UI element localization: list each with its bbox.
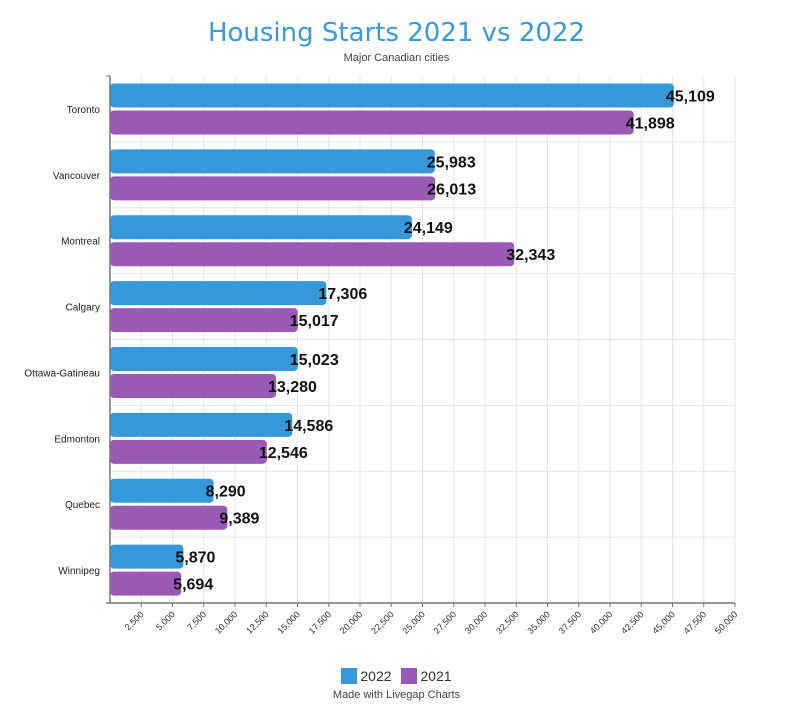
value-label: 41,898 bbox=[626, 115, 675, 132]
x-tick-label: 45,000 bbox=[650, 609, 677, 636]
x-tick-label: 27,500 bbox=[432, 609, 459, 636]
category-label: Edmonton bbox=[54, 434, 100, 445]
bar-2021-winnipeg bbox=[110, 571, 182, 596]
x-tick-label: 30,000 bbox=[463, 609, 490, 636]
value-label: 15,023 bbox=[290, 352, 339, 369]
value-label: 5,694 bbox=[173, 577, 213, 594]
legend-swatch-2022 bbox=[341, 668, 358, 684]
bar-2022-montreal bbox=[110, 215, 412, 240]
chart-title: Housing Starts 2021 vs 2022 bbox=[207, 18, 586, 48]
bar-2021-vancouver bbox=[110, 176, 436, 201]
x-tick-label: 7,500 bbox=[185, 609, 208, 632]
legend-label-2022: 2022 bbox=[360, 668, 392, 684]
value-label: 9,389 bbox=[219, 511, 259, 528]
category-label: Ottawa-Gatineau bbox=[24, 368, 100, 379]
x-tick-label: 32,500 bbox=[494, 609, 521, 636]
bar-2022-toronto bbox=[110, 83, 674, 108]
value-label: 17,306 bbox=[318, 286, 367, 303]
bar-2021-ottawa-gatineau bbox=[110, 373, 276, 398]
x-tick-label: 5,000 bbox=[154, 609, 177, 632]
value-label: 5,870 bbox=[175, 550, 215, 567]
category-label: Calgary bbox=[66, 303, 100, 314]
bar-2021-quebec bbox=[110, 505, 228, 530]
bar-2022-winnipeg bbox=[110, 544, 184, 569]
x-tick-label: 17,500 bbox=[307, 609, 334, 636]
value-label: 32,343 bbox=[506, 247, 555, 264]
category-label: Montreal bbox=[61, 237, 100, 248]
x-tick-label: 37,500 bbox=[557, 609, 584, 636]
x-tick-label: 42,500 bbox=[619, 609, 646, 636]
value-label: 25,983 bbox=[427, 154, 476, 171]
x-tick-label: 35,000 bbox=[525, 609, 552, 636]
bar-2021-calgary bbox=[110, 308, 298, 333]
value-label: 13,280 bbox=[268, 379, 317, 396]
axis-layer bbox=[106, 75, 736, 607]
value-label: 14,586 bbox=[284, 418, 333, 435]
category-label: Quebec bbox=[65, 500, 100, 511]
x-tick-label: 25,000 bbox=[400, 609, 427, 636]
credit-text: Made with Livegap Charts bbox=[332, 689, 461, 701]
chart-subtitle: Major Canadian cities bbox=[343, 52, 450, 64]
x-tick-label: 22,500 bbox=[369, 609, 396, 636]
value-label: 15,017 bbox=[290, 313, 339, 330]
x-tick-label: 20,000 bbox=[338, 609, 365, 636]
value-label: 45,109 bbox=[666, 88, 715, 105]
legend-label-2021: 2021 bbox=[420, 668, 452, 684]
value-label: 24,149 bbox=[404, 220, 453, 237]
x-tick-label: 40,000 bbox=[588, 609, 615, 636]
bar-2022-ottawa-gatineau bbox=[110, 346, 298, 371]
bar-2022-calgary bbox=[110, 281, 327, 306]
value-label: 8,290 bbox=[206, 484, 246, 501]
category-label: Toronto bbox=[67, 105, 101, 116]
x-tick-label: 47,500 bbox=[682, 609, 709, 636]
x-tick-label: 15,000 bbox=[275, 609, 302, 636]
bar-2022-edmonton bbox=[110, 412, 293, 437]
bar-2021-toronto bbox=[110, 110, 634, 135]
legend-item-2022[interactable]: 2022 bbox=[341, 668, 392, 684]
x-tick-label: 2,500 bbox=[123, 609, 146, 632]
legend-item-2021[interactable]: 2021 bbox=[401, 668, 452, 684]
bars-layer bbox=[110, 83, 674, 596]
bar-2021-edmonton bbox=[110, 439, 267, 464]
x-tick-label: 10,000 bbox=[213, 609, 240, 636]
x-tick-label: 12,500 bbox=[244, 609, 271, 636]
bar-2021-montreal bbox=[110, 242, 515, 267]
category-label: Winnipeg bbox=[58, 566, 100, 577]
legend: 2022 2021 bbox=[0, 668, 793, 687]
legend-swatch-2021 bbox=[401, 668, 418, 684]
bar-2022-quebec bbox=[110, 478, 214, 503]
category-label: Vancouver bbox=[53, 171, 101, 182]
value-label: 12,546 bbox=[259, 445, 308, 462]
bar-2022-vancouver bbox=[110, 149, 435, 174]
value-label: 26,013 bbox=[427, 181, 476, 198]
x-tick-label: 50,000 bbox=[713, 609, 740, 636]
